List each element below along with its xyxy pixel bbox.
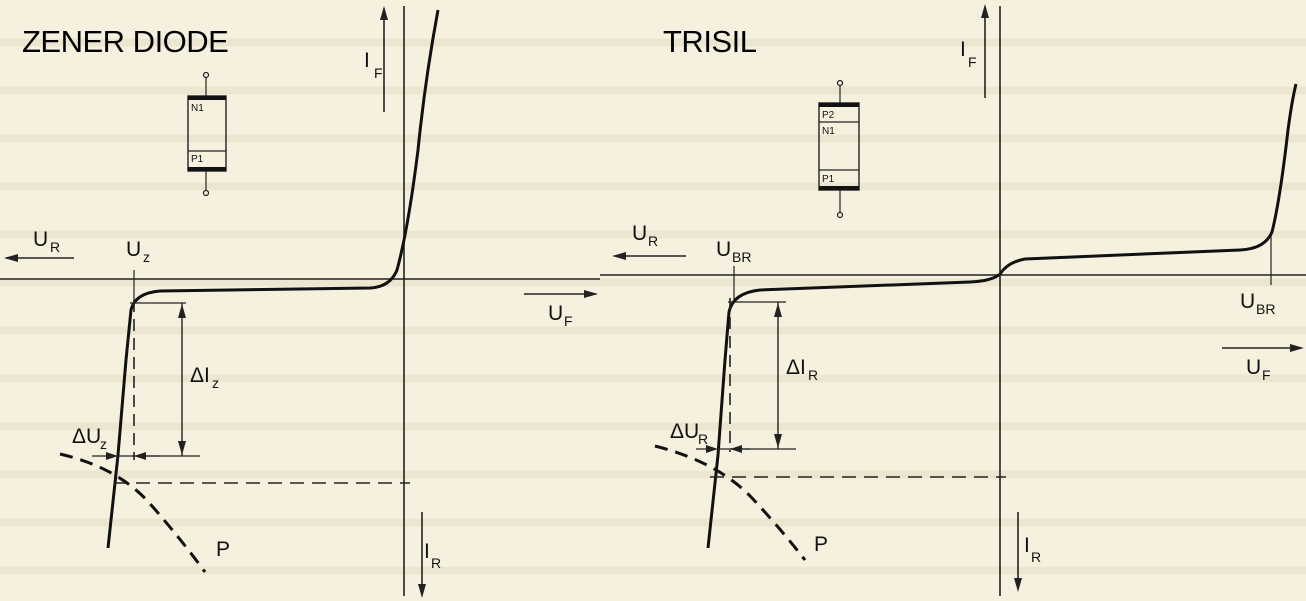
- zener-power-curve: [59, 452, 207, 573]
- trisil-dUr-arrow-right: [730, 445, 742, 453]
- zener-dIz-label: ΔI: [190, 364, 210, 387]
- zener-ur-sub: R: [50, 239, 60, 255]
- zener-uz-sub: z: [143, 249, 150, 265]
- trisil-layer-n1: N1: [822, 126, 835, 137]
- zener-uf-label: U: [548, 302, 563, 325]
- zener-dUz-label: ΔU: [72, 425, 101, 448]
- zener-dUz-arrow-left: [106, 452, 118, 460]
- zener-ir-label: I: [424, 540, 430, 563]
- trisil-uf-label: U: [1246, 356, 1261, 379]
- trisil-ubr-right-sub: BR: [1256, 301, 1275, 317]
- trisil-if-arrowhead: [981, 4, 989, 18]
- trisil-ir-sub: R: [1031, 549, 1041, 565]
- trisil-ubr-right-label: U: [1240, 290, 1255, 313]
- trisil-ubr-left-label: U: [716, 238, 731, 261]
- zener-uz-label: U: [126, 238, 141, 261]
- zener-uf-sub: F: [564, 313, 573, 329]
- zener-if-label: I: [364, 49, 370, 72]
- trisil-iv-diagram: I F U R U BR U BR U F ΔI R: [600, 4, 1306, 596]
- trisil-symbol: P2 N1 P1: [818, 79, 860, 219]
- trisil-dUr-arrow-left: [706, 445, 718, 453]
- zener-dIz-arrow-top: [178, 304, 186, 318]
- trisil-power-curve: [654, 444, 807, 561]
- zener-uf-arrowhead: [584, 290, 598, 298]
- zener-diode-symbol: N1 P1: [187, 71, 227, 197]
- trisil-title: TRISIL: [663, 24, 757, 59]
- trisil-dIr-label: ΔI: [786, 356, 806, 379]
- zener-layer-n1: N1: [191, 103, 204, 114]
- zener-ir-sub: R: [431, 555, 441, 571]
- zener-dIz-sub: z: [212, 375, 219, 391]
- trisil-ur-sub: R: [648, 233, 658, 249]
- zener-ur-label: U: [33, 228, 48, 251]
- trisil-if-label: I: [960, 38, 966, 61]
- trisil-dUr-label: ΔU: [670, 420, 699, 443]
- trisil-panel: TRISIL I F U R U BR U BR U F Δ: [600, 0, 1306, 601]
- trisil-uf-arrowhead: [1290, 344, 1304, 352]
- trisil-ubr-left-sub: BR: [732, 249, 751, 265]
- zener-if-arrowhead: [380, 6, 388, 20]
- zener-title: ZENER DIODE: [22, 24, 229, 59]
- trisil-dIr-sub: R: [808, 367, 818, 383]
- zener-iv-diagram: I F U R U z U F ΔI z ΔU z: [0, 6, 600, 598]
- zener-ir-arrowhead: [418, 584, 426, 598]
- zener-iv-curve: [106, 9, 440, 549]
- zener-panel: ZENER DIODE I F U R U z U F ΔI z: [0, 0, 600, 601]
- trisil-p-label: P: [814, 533, 828, 556]
- trisil-if-sub: F: [968, 54, 977, 70]
- trisil-layer-p2: P2: [822, 110, 835, 121]
- trisil-dUr-sub: R: [698, 431, 708, 447]
- zener-dUz-sub: z: [100, 436, 107, 452]
- trisil-ur-arrowhead: [612, 252, 626, 260]
- trisil-ir-arrowhead: [1014, 578, 1022, 592]
- zener-ur-arrowhead: [4, 254, 18, 262]
- zener-if-sub: F: [374, 65, 383, 81]
- trisil-ir-label: I: [1024, 534, 1030, 557]
- trisil-uf-sub: F: [1262, 367, 1271, 383]
- zener-dUz-arrow-right: [134, 452, 146, 460]
- trisil-dIr-arrow-bottom: [774, 434, 782, 448]
- trisil-dIr-arrow-top: [774, 303, 782, 317]
- zener-p-label: P: [216, 538, 230, 561]
- zener-layer-p1: P1: [191, 154, 204, 165]
- trisil-iv-curve: [706, 83, 1298, 549]
- trisil-layer-p1: P1: [822, 174, 835, 185]
- trisil-ur-label: U: [632, 222, 647, 245]
- zener-dIz-arrow-bottom: [178, 441, 186, 455]
